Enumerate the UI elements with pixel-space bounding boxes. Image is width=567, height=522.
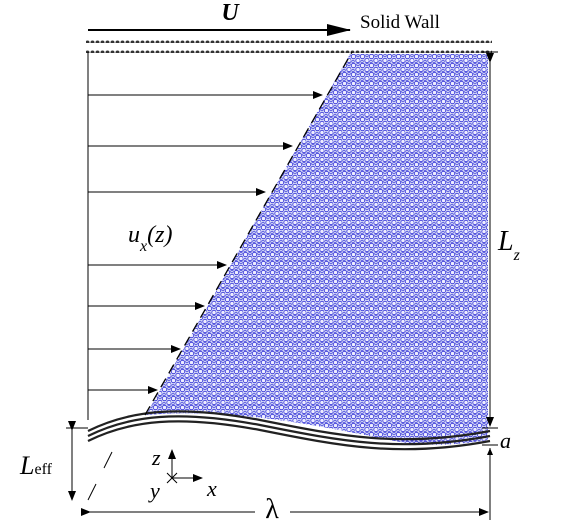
top-wall-row [86,38,492,43]
axis-x-label: x [206,476,217,501]
axis-y-label: y [148,478,160,503]
bottom-wall [87,410,491,451]
profile-sub: x [139,238,147,255]
particle-region [146,54,488,445]
height-main: L [497,226,514,257]
effective-height-sub: eff [34,461,52,478]
profile-main: u [128,222,140,248]
height-sub: z [513,247,521,264]
top-wall-row [86,48,492,53]
dash [103,451,113,469]
profile-arrows [87,52,323,420]
profile-label: ux(z) [128,222,172,255]
height-label: Lz [497,226,521,264]
wavelength-label: λ [265,494,279,522]
profile-arg: (z) [147,222,172,248]
velocity-label: U [221,0,240,26]
dash [87,483,97,501]
wall-label: Solid Wall [360,12,440,33]
axis-y [166,472,178,484]
axis-z-label: z [151,445,161,470]
profile-line [144,51,353,416]
amplitude-label: a [500,428,511,453]
effective-height-label: Leff [19,451,53,480]
effective-height-main: L [19,451,34,480]
